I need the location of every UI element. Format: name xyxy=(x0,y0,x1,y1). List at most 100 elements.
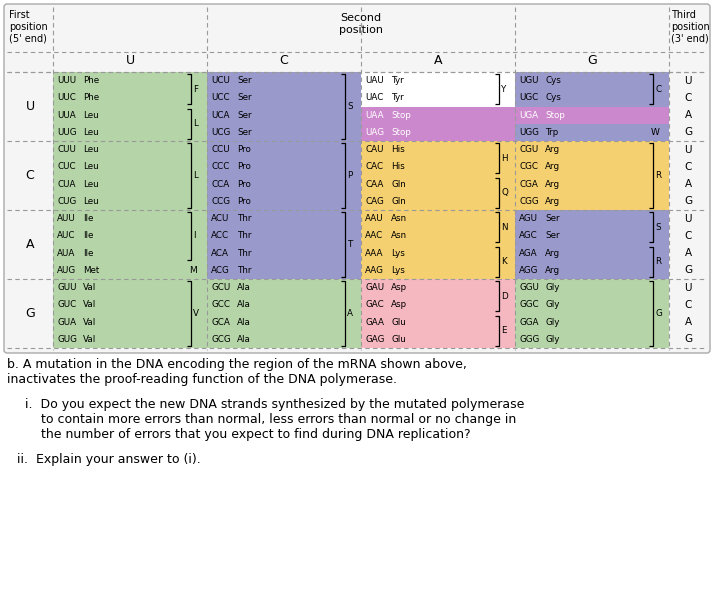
Text: UCC: UCC xyxy=(211,93,230,103)
Text: UCA: UCA xyxy=(211,110,229,119)
Text: AGA: AGA xyxy=(519,248,538,257)
Text: Asn: Asn xyxy=(391,232,407,241)
Text: Tyr: Tyr xyxy=(391,93,403,103)
Text: Stop: Stop xyxy=(391,128,411,137)
Text: Y: Y xyxy=(501,85,506,93)
Text: CGC: CGC xyxy=(519,162,538,171)
Text: Gly: Gly xyxy=(545,300,559,309)
Text: CAC: CAC xyxy=(365,162,383,171)
Text: Pro: Pro xyxy=(237,180,251,189)
Text: CGU: CGU xyxy=(519,145,538,154)
Text: Thr: Thr xyxy=(237,266,251,275)
Text: A: A xyxy=(685,179,692,189)
Text: GGU: GGU xyxy=(519,283,539,292)
Text: Arg: Arg xyxy=(545,248,560,257)
Text: AGC: AGC xyxy=(519,232,538,241)
Text: Val: Val xyxy=(83,283,96,292)
Text: UUC: UUC xyxy=(57,93,76,103)
Text: UAC: UAC xyxy=(365,93,383,103)
Text: W: W xyxy=(651,128,660,137)
Text: C: C xyxy=(684,300,692,310)
Text: Pro: Pro xyxy=(237,145,251,154)
Text: Val: Val xyxy=(83,335,96,344)
Text: Thr: Thr xyxy=(237,232,251,241)
Text: AUA: AUA xyxy=(57,248,76,257)
Text: CCU: CCU xyxy=(211,145,230,154)
Bar xyxy=(361,141,515,210)
Text: GCU: GCU xyxy=(211,283,230,292)
Text: AAC: AAC xyxy=(365,232,383,241)
Text: Gly: Gly xyxy=(545,318,559,327)
Text: Arg: Arg xyxy=(545,180,560,189)
Text: GAC: GAC xyxy=(365,300,383,309)
Text: UGU: UGU xyxy=(519,76,538,85)
Text: GGG: GGG xyxy=(519,335,539,344)
Text: UAU: UAU xyxy=(365,76,383,85)
Text: UGG: UGG xyxy=(519,128,539,137)
Text: His: His xyxy=(391,145,405,154)
Bar xyxy=(207,141,361,210)
Text: M: M xyxy=(189,266,197,275)
Text: Cys: Cys xyxy=(545,93,561,103)
Text: ii.  Explain your answer to (i).: ii. Explain your answer to (i). xyxy=(17,453,201,466)
Bar xyxy=(361,124,515,141)
Text: H: H xyxy=(501,154,508,163)
Text: Asp: Asp xyxy=(391,283,407,292)
Text: S: S xyxy=(347,102,353,111)
Text: GCA: GCA xyxy=(211,318,230,327)
Text: Glu: Glu xyxy=(391,318,406,327)
Text: CAA: CAA xyxy=(365,180,383,189)
Text: CUU: CUU xyxy=(57,145,76,154)
Text: Stop: Stop xyxy=(545,110,565,119)
Text: CCG: CCG xyxy=(211,197,230,206)
Bar xyxy=(207,279,361,348)
Text: Ser: Ser xyxy=(237,93,251,103)
Text: i.  Do you expect the new DNA strands synthesized by the mutated polymerase
    : i. Do you expect the new DNA strands syn… xyxy=(25,398,524,441)
Text: UGA: UGA xyxy=(519,110,538,119)
Text: Cys: Cys xyxy=(545,76,561,85)
Text: AUU: AUU xyxy=(57,214,76,223)
Text: AUG: AUG xyxy=(57,266,76,275)
Text: First
position
(5' end): First position (5' end) xyxy=(9,10,48,43)
Text: UUA: UUA xyxy=(57,110,76,119)
Text: AGU: AGU xyxy=(519,214,538,223)
Text: GUG: GUG xyxy=(57,335,77,344)
Bar xyxy=(515,279,669,348)
Text: CUG: CUG xyxy=(57,197,76,206)
Bar xyxy=(361,107,515,124)
Text: C: C xyxy=(280,54,288,67)
Text: A: A xyxy=(347,309,353,318)
Text: U: U xyxy=(684,75,692,86)
Text: Ala: Ala xyxy=(237,335,251,344)
Text: U: U xyxy=(684,283,692,292)
Text: D: D xyxy=(501,292,508,301)
Text: Asp: Asp xyxy=(391,300,407,309)
Text: E: E xyxy=(501,326,506,335)
Bar xyxy=(7,7,707,72)
Bar xyxy=(515,141,669,210)
Text: Ile: Ile xyxy=(83,214,94,223)
Bar xyxy=(361,210,515,279)
Text: A: A xyxy=(433,54,442,67)
Text: Ile: Ile xyxy=(83,248,94,257)
Text: Arg: Arg xyxy=(545,197,560,206)
Bar xyxy=(207,210,361,279)
Text: C: C xyxy=(684,93,692,103)
Text: CUA: CUA xyxy=(57,180,76,189)
Text: L: L xyxy=(193,119,198,128)
Text: Pro: Pro xyxy=(237,162,251,171)
Text: Arg: Arg xyxy=(545,266,560,275)
Text: Lys: Lys xyxy=(391,266,405,275)
Text: Phe: Phe xyxy=(83,93,99,103)
Text: Leu: Leu xyxy=(83,110,99,119)
Text: N: N xyxy=(501,223,508,232)
Text: ACA: ACA xyxy=(211,248,229,257)
Bar xyxy=(361,72,515,141)
Text: CGA: CGA xyxy=(519,180,538,189)
Text: Phe: Phe xyxy=(83,76,99,85)
Text: Pro: Pro xyxy=(237,197,251,206)
Text: Second
position: Second position xyxy=(339,13,383,34)
Text: Third
position
(3' end): Third position (3' end) xyxy=(671,10,710,43)
Bar xyxy=(515,72,669,141)
Text: Met: Met xyxy=(83,266,99,275)
